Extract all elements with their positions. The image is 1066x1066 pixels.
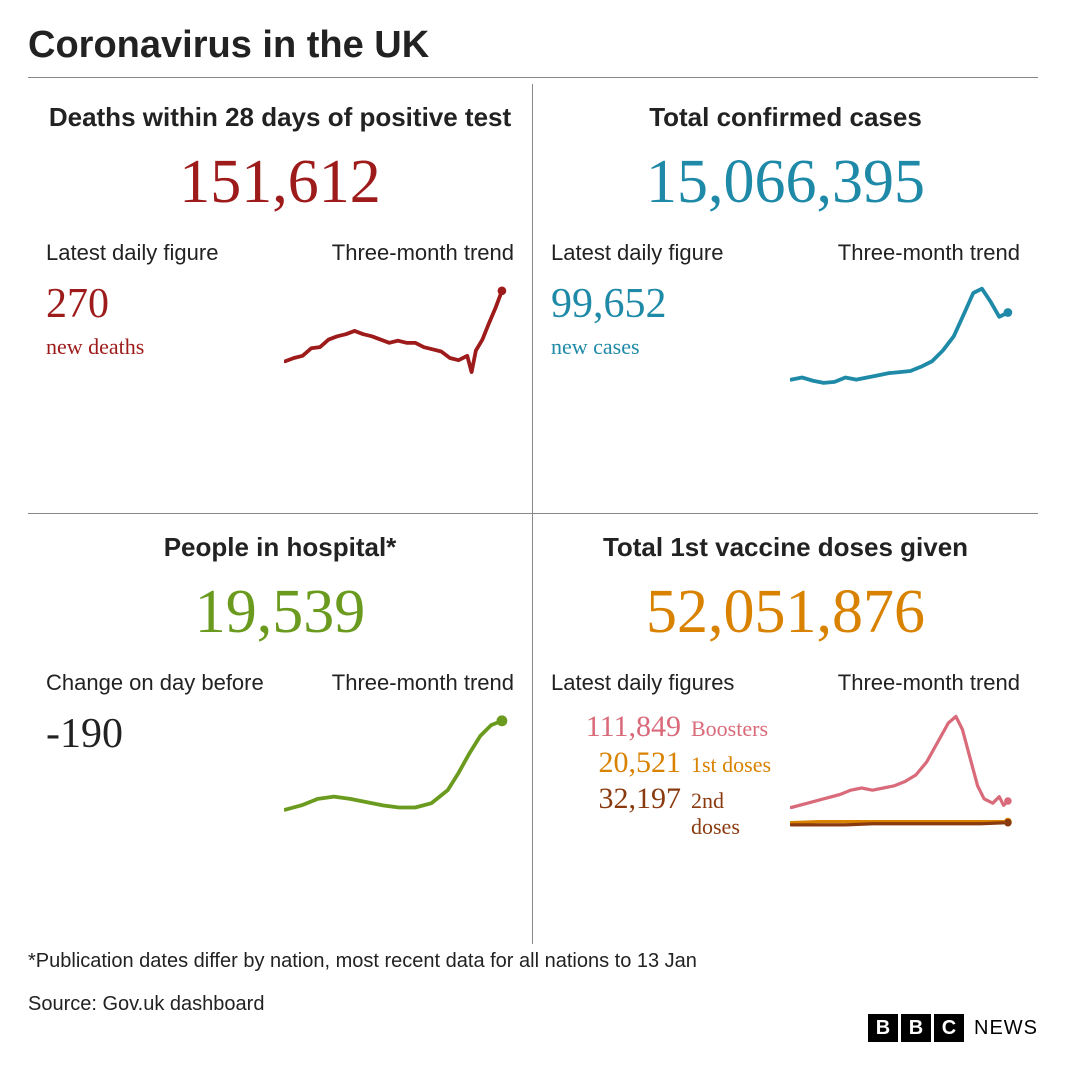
source-line: Source: Gov.uk dashboard (28, 993, 1038, 1016)
panel-deaths: Deaths within 28 days of positive test 1… (28, 84, 533, 514)
hospital-total: 19,539 (46, 577, 514, 648)
vaccine-boosters-row: 111,849 Boosters (551, 710, 778, 744)
vaccine-second-label: 2nd doses (691, 788, 778, 840)
deaths-trend-label: Three-month trend (284, 240, 514, 266)
bbc-block-c: C (934, 1014, 964, 1042)
stats-grid: Deaths within 28 days of positive test 1… (28, 84, 1038, 944)
vaccine-trend-label: Three-month trend (790, 670, 1020, 696)
cases-daily-caption: new cases (551, 334, 778, 360)
vaccine-title: Total 1st vaccine doses given (551, 532, 1020, 563)
vaccine-first-value: 20,521 (551, 746, 681, 780)
deaths-daily-caption: new deaths (46, 334, 272, 360)
cases-daily-label: Latest daily figure (551, 240, 778, 266)
vaccine-first-label: 1st doses (691, 752, 771, 778)
hospital-sparkline (284, 710, 514, 840)
vaccine-first-row: 20,521 1st doses (551, 746, 778, 780)
page-title: Coronavirus in the UK (28, 24, 1038, 78)
panel-hospital: People in hospital* 19,539 Change on day… (28, 514, 533, 944)
vaccine-boosters-value: 111,849 (551, 710, 681, 744)
vaccine-spark-wrap (790, 710, 1020, 840)
hospital-daily-label: Change on day before (46, 670, 272, 696)
deaths-title: Deaths within 28 days of positive test (46, 102, 514, 133)
deaths-daily-label: Latest daily figure (46, 240, 272, 266)
cases-daily-value: 99,652 (551, 280, 778, 328)
cases-sparkline (790, 280, 1020, 410)
panel-vaccine: Total 1st vaccine doses given 52,051,876… (533, 514, 1038, 944)
vaccine-total: 52,051,876 (551, 577, 1020, 648)
deaths-spark-wrap (284, 280, 514, 410)
vaccine-daily-label: Latest daily figures (551, 670, 778, 696)
bbc-news-text: NEWS (974, 1017, 1038, 1040)
cases-title: Total confirmed cases (551, 102, 1020, 133)
hospital-trend-label: Three-month trend (284, 670, 514, 696)
deaths-total: 151,612 (46, 147, 514, 218)
cases-trend-label: Three-month trend (790, 240, 1020, 266)
vaccine-second-row: 32,197 2nd doses (551, 782, 778, 840)
panel-cases: Total confirmed cases 15,066,395 Latest … (533, 84, 1038, 514)
bbc-blocks: B B C (868, 1014, 964, 1042)
vaccine-boosters-label: Boosters (691, 716, 768, 742)
hospital-spark-wrap (284, 710, 514, 840)
bbc-logo: B B C NEWS (868, 1014, 1038, 1042)
cases-spark-wrap (790, 280, 1020, 410)
footnote: *Publication dates differ by nation, mos… (28, 950, 1038, 973)
deaths-daily-value: 270 (46, 280, 272, 328)
vaccine-second-value: 32,197 (551, 782, 681, 816)
bbc-block-b2: B (901, 1014, 931, 1042)
bbc-block-b1: B (868, 1014, 898, 1042)
deaths-sparkline (284, 280, 514, 410)
hospital-title: People in hospital* (46, 532, 514, 563)
cases-total: 15,066,395 (551, 147, 1020, 218)
vaccine-sparkline (790, 710, 1020, 840)
hospital-daily-value: -190 (46, 710, 272, 758)
